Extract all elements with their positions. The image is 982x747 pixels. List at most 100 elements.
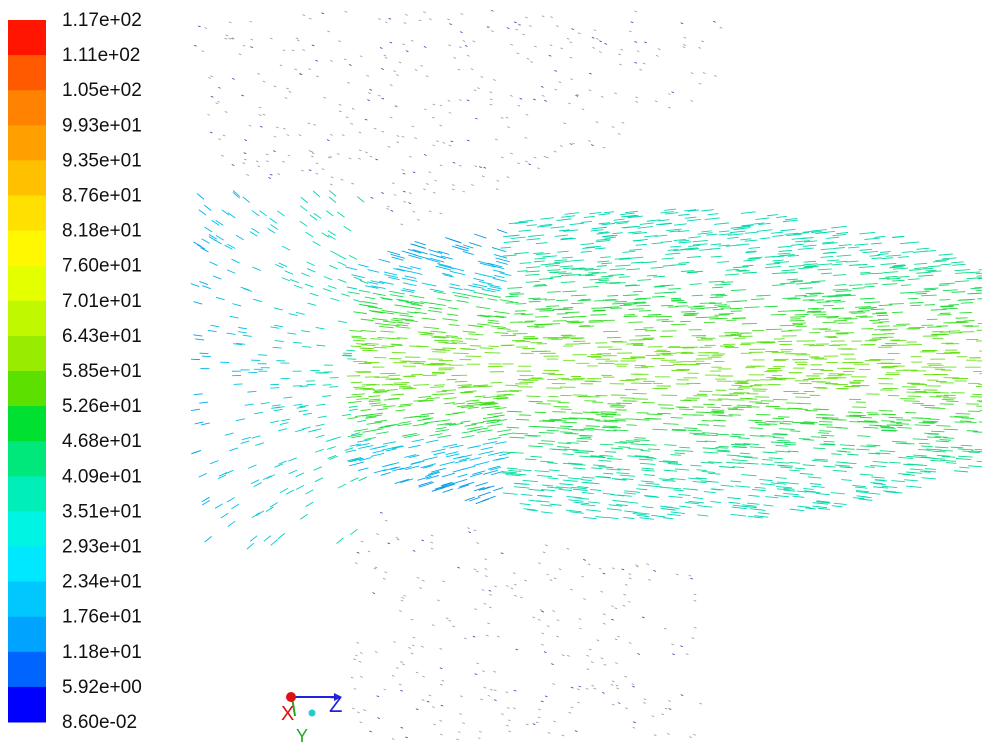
velocity-vector [252,211,259,216]
velocity-vector [388,146,391,147]
velocity-vector [330,134,333,135]
velocity-vector [461,406,474,407]
velocity-vector [703,448,718,449]
velocity-vector [646,483,660,484]
velocity-vector [863,427,878,428]
velocity-vector [540,218,554,219]
velocity-vector [684,37,687,38]
velocity-vector [785,218,797,219]
velocity-vector [967,431,978,432]
velocity-vector [280,65,283,66]
velocity-vector [667,514,681,516]
velocity-vector [605,237,616,238]
velocity-vector [395,479,409,483]
velocity-vector [496,457,509,460]
velocity-vector [434,385,445,386]
velocity-vector [661,714,664,715]
velocity-vector [373,390,385,391]
velocity-vector [558,475,568,476]
velocity-vector [542,95,545,96]
velocity-vector [381,346,394,347]
velocity-vector [424,46,427,47]
velocity-vector [243,197,250,203]
velocity-vector [225,112,228,113]
velocity-vector [221,513,228,518]
velocity-vector [594,430,605,431]
velocity-vector [843,463,857,464]
velocity-vector [582,492,594,493]
velocity-vector [676,574,679,575]
velocity-vector [462,191,465,192]
velocity-vector [396,537,399,538]
velocity-vector [664,470,677,471]
velocity-vector [370,339,382,340]
velocity-vector [767,215,778,216]
velocity-vector [433,724,436,725]
velocity-vector [357,197,364,203]
velocity-vector [623,316,637,317]
velocity-vector [833,275,846,276]
velocity-vector [369,89,372,90]
velocity-vector [921,478,936,479]
velocity-vector [568,500,583,502]
velocity-vector [609,274,625,275]
velocity-vector [628,601,631,602]
velocity-vector [422,700,425,701]
velocity-vector [533,253,543,254]
velocity-vector [454,295,469,298]
velocity-vector [618,447,630,448]
velocity-vector [614,93,617,94]
velocity-vector [564,433,576,434]
velocity-vector [601,658,604,659]
velocity-vector [481,447,493,450]
velocity-vector [309,18,312,19]
velocity-vector [772,285,785,286]
velocity-vector [743,260,755,261]
velocity-vector [817,264,832,265]
velocity-vector [349,330,362,331]
velocity-vector [541,512,553,513]
velocity-vector [571,707,574,708]
legend-swatch [8,90,46,126]
velocity-vector [243,335,252,336]
velocity-vector [549,55,552,56]
legend-swatch [8,266,46,302]
velocity-vector [641,262,656,263]
velocity-vector [844,295,856,296]
velocity-vector [701,231,711,232]
velocity-vector [595,516,606,517]
velocity-vector [506,117,509,118]
velocity-vector [859,232,875,234]
velocity-vector [433,192,436,193]
vector-field [191,10,982,740]
velocity-vector [474,569,477,570]
velocity-vector [353,300,362,303]
velocity-vector [937,426,951,427]
velocity-vector [808,477,821,478]
velocity-vector [424,109,427,110]
velocity-vector [484,559,487,560]
velocity-vector [631,257,644,258]
velocity-vector [459,47,462,48]
velocity-vector [534,157,537,158]
velocity-vector [556,636,559,637]
velocity-vector [409,295,424,298]
velocity-vector [403,191,406,192]
velocity-vector [327,447,336,450]
velocity-vector [955,281,969,282]
velocity-vector [732,507,747,509]
velocity-vector [232,304,241,306]
velocity-vector [464,391,476,392]
velocity-vector [569,712,572,713]
velocity-vector [455,247,468,251]
legend-swatch [8,582,46,618]
velocity-vector [599,51,602,52]
velocity-vector [865,284,878,285]
velocity-vector [399,405,411,406]
velocity-vector [740,239,751,240]
velocity-vector [591,315,607,316]
velocity-vector [507,468,518,469]
velocity-vector [518,105,521,106]
velocity-vector [550,504,562,505]
velocity-vector [854,244,868,245]
